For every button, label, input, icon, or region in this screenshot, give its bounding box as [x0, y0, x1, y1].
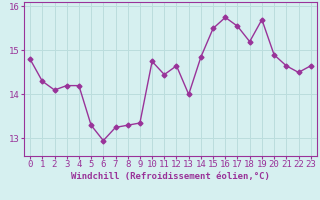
X-axis label: Windchill (Refroidissement éolien,°C): Windchill (Refroidissement éolien,°C) — [71, 172, 270, 181]
